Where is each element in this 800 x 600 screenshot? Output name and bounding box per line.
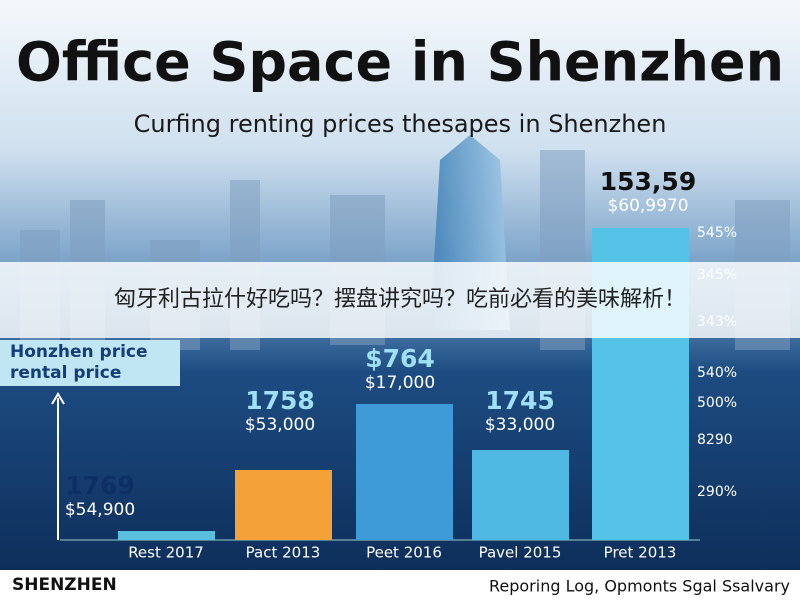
bar-label: Pact 2013	[246, 544, 321, 562]
right-label: 500%	[697, 395, 737, 411]
subtitle: Curfing renting prices thesapes in Shenz…	[134, 110, 667, 138]
bar	[235, 470, 332, 540]
footer-bar	[0, 570, 800, 600]
overlay-text: 匈牙利古拉什好吃吗？摆盘讲究吗？吃前必看的美味解析！	[114, 287, 686, 312]
right-label: 290%	[697, 484, 737, 500]
bar-label: Peet 2016	[366, 544, 442, 562]
bar-top-label: 153,59	[600, 167, 696, 196]
bar-top-label: $764	[365, 344, 435, 373]
right-label: 540%	[697, 365, 737, 381]
bar	[356, 404, 453, 540]
side-label: rental price	[10, 363, 121, 383]
bar-top-label: 1758	[245, 386, 315, 415]
bar-label: Pavel 2015	[479, 544, 562, 562]
footer-left: SHENZHEN	[12, 575, 117, 595]
bar-top-label: 1769	[65, 471, 135, 500]
bar-price: $54,900	[65, 500, 135, 520]
side-label: Honzhen price	[10, 342, 148, 362]
bar-price: $53,000	[245, 415, 315, 435]
bar-top-label: 1745	[485, 386, 555, 415]
side-label-box	[0, 340, 180, 386]
right-label: 8290	[697, 432, 733, 448]
bar-price: $33,000	[485, 415, 555, 435]
bar	[118, 531, 215, 540]
bar	[472, 450, 569, 540]
right-label: 545%	[697, 225, 737, 241]
bar-label: Rest 2017	[128, 544, 204, 562]
title: Office Space in Shenzhen	[16, 31, 784, 94]
bar-price: $60,9970	[607, 196, 688, 216]
arrow-head	[51, 392, 65, 405]
bar-price: $17,000	[365, 373, 435, 393]
bar-label: Pret 2013	[604, 544, 677, 562]
overlay-band	[0, 262, 800, 338]
footer-right: Reporing Log, Opmonts Sgal Ssalvary	[489, 577, 790, 596]
